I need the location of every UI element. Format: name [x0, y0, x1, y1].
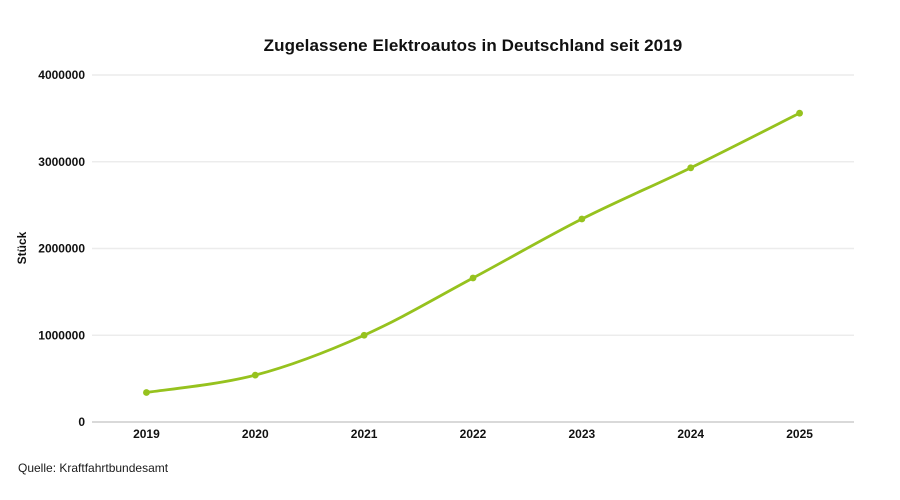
data-point-marker: [578, 215, 586, 223]
y-tick-label: 0: [78, 415, 85, 429]
x-tick-label: 2022: [460, 427, 487, 441]
y-tick-label: 2000000: [38, 242, 85, 256]
x-tick-label: 2020: [242, 427, 269, 441]
series-line: [145, 111, 801, 394]
x-tick-label: 2025: [786, 427, 813, 441]
data-point-marker: [469, 274, 477, 282]
x-tick-label: 2024: [677, 427, 704, 441]
y-tick-label: 3000000: [38, 155, 85, 169]
y-tick-label: 1000000: [38, 328, 85, 342]
x-tick-label: 2019: [133, 427, 160, 441]
chart-title: Zugelassene Elektroautos in Deutschland …: [263, 36, 683, 55]
data-point-marker: [796, 109, 803, 117]
data-point-marker: [360, 331, 368, 339]
data-point-marker: [143, 389, 150, 396]
x-tick-label: 2021: [351, 427, 378, 441]
data-point-marker: [687, 164, 695, 172]
y-tick-label: 4000000: [38, 68, 85, 82]
data-point-marker: [251, 371, 259, 379]
x-tick-label: 2023: [569, 427, 596, 441]
source-note: Quelle: Kraftfahrtbundesamt: [18, 461, 169, 475]
